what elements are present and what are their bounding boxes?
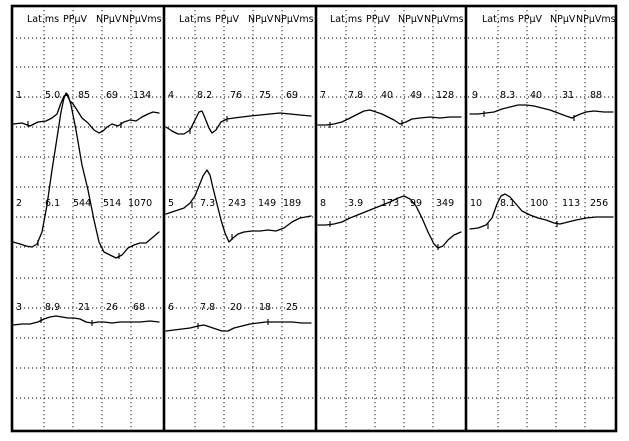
trace-np-area: 69 (286, 90, 298, 101)
trace-latency: 8.9 (45, 302, 60, 313)
trace-np-amplitude: 113 (562, 198, 580, 209)
trace-pp-amplitude: 20 (230, 302, 242, 313)
header-latency: Lat.ms (179, 14, 211, 25)
trace-4[interactable]: 4 8.2 76 75 69 (165, 90, 312, 135)
trace-np-amplitude: 514 (103, 198, 121, 209)
outer-frame (10, 4, 618, 433)
trace-2-waveform (12, 92, 160, 259)
trace-number: 3 (16, 302, 22, 313)
trace-10-waveform (469, 193, 614, 230)
trace-9-waveform (469, 104, 614, 119)
header-np-amplitude: NPµV (398, 14, 424, 25)
trace-latency: 5.0 (45, 90, 60, 101)
trace-np-area: 1070 (128, 198, 152, 209)
trace-1-waveform (12, 94, 160, 134)
trace-latency: 6.1 (45, 198, 60, 209)
trace-latency: 8.3 (500, 90, 515, 101)
trace-3-waveform (12, 315, 160, 326)
trace-np-area: 128 (436, 90, 454, 101)
trace-np-area: 134 (133, 90, 151, 101)
panel-1-header: Lat.ms PPµV NPµV NPµVms (27, 14, 162, 25)
trace-6[interactable]: 6 7.8 20 18 25 (165, 302, 312, 332)
trace-pp-amplitude: 21 (78, 302, 90, 313)
trace-pp-amplitude: 544 (73, 198, 91, 209)
trace-latency: 3.9 (348, 198, 363, 209)
trace-3[interactable]: 3 8.9 21 26 68 (12, 302, 160, 326)
trace-number: 7 (320, 90, 326, 101)
trace-latency: 7.8 (348, 90, 363, 101)
trace-np-area: 68 (133, 302, 145, 313)
trace-np-amplitude: 18 (259, 302, 271, 313)
trace-8[interactable]: 8 3.9 173 99 349 (317, 195, 462, 250)
trace-7[interactable]: 7 7.8 40 49 128 (317, 90, 462, 128)
header-np-area: NPµVms (576, 14, 616, 25)
trace-np-amplitude: 69 (106, 90, 118, 101)
trace-5[interactable]: 5 7.3 243 149 189 (165, 169, 312, 243)
header-np-amplitude: NPµV (550, 14, 576, 25)
trace-5-waveform (165, 169, 312, 243)
trace-10[interactable]: 10 8.1 100 113 256 (469, 193, 614, 230)
trace-number: 9 (472, 90, 478, 101)
trace-np-area: 25 (286, 302, 298, 313)
header-latency: Lat.ms (482, 14, 514, 25)
trace-np-area: 256 (590, 198, 608, 209)
trace-np-area: 189 (283, 198, 301, 209)
trace-latency: 8.2 (197, 90, 212, 101)
trace-number: 6 (168, 302, 174, 313)
trace-number: 4 (168, 90, 174, 101)
trace-pp-amplitude: 100 (530, 198, 548, 209)
trace-8-waveform (317, 195, 462, 249)
trace-number: 8 (320, 198, 326, 209)
dotted-grid (12, 6, 616, 431)
trace-pp-amplitude: 76 (230, 90, 242, 101)
trace-1[interactable]: 1 5.0 85 69 134 (12, 90, 160, 134)
trace-np-area: 88 (590, 90, 602, 101)
panel-4-header: Lat.ms PPµV NPµV NPµVms (482, 14, 616, 25)
trace-np-amplitude: 49 (410, 90, 422, 101)
trace-number: 2 (16, 198, 22, 209)
header-latency: Lat.ms (27, 14, 59, 25)
trace-2[interactable]: 2 6.1 544 514 1070 (12, 92, 160, 259)
trace-pp-amplitude: 173 (381, 198, 399, 209)
trace-np-area: 349 (436, 198, 454, 209)
panel-2-header: Lat.ms PPµV NPµV NPµVms (179, 14, 314, 25)
header-np-area: NPµVms (424, 14, 464, 25)
header-latency: Lat.ms (330, 14, 362, 25)
panel-frames (10, 4, 618, 433)
header-pp-amplitude: PPµV (366, 14, 391, 25)
panel-3-header: Lat.ms PPµV NPµV NPµVms (330, 14, 464, 25)
trace-6-waveform (165, 321, 312, 332)
trace-7-waveform (317, 109, 462, 126)
trace-latency: 7.3 (200, 198, 215, 209)
trace-np-amplitude: 26 (106, 302, 118, 313)
header-pp-amplitude: PPµV (215, 14, 240, 25)
header-pp-amplitude: PPµV (63, 14, 88, 25)
trace-number: 1 (16, 90, 22, 101)
trace-pp-amplitude: 40 (381, 90, 393, 101)
header-np-amplitude: NPµV (96, 14, 122, 25)
trace-number: 5 (168, 198, 174, 209)
trace-9[interactable]: 9 8.3 40 31 88 (469, 90, 614, 121)
trace-np-amplitude: 99 (410, 198, 422, 209)
trace-pp-amplitude: 243 (228, 198, 246, 209)
trace-pp-amplitude: 40 (530, 90, 542, 101)
header-np-amplitude: NPµV (248, 14, 274, 25)
header-np-area: NPµVms (122, 14, 162, 25)
trace-np-amplitude: 149 (258, 198, 276, 209)
trace-np-amplitude: 75 (259, 90, 271, 101)
trace-latency: 7.8 (200, 302, 215, 313)
header-pp-amplitude: PPµV (518, 14, 543, 25)
trace-number: 10 (470, 198, 482, 209)
trace-4-waveform (165, 110, 312, 135)
header-np-area: NPµVms (274, 14, 314, 25)
trace-latency: 8.1 (500, 198, 515, 209)
trace-pp-amplitude: 85 (78, 90, 90, 101)
trace-np-amplitude: 31 (562, 90, 574, 101)
